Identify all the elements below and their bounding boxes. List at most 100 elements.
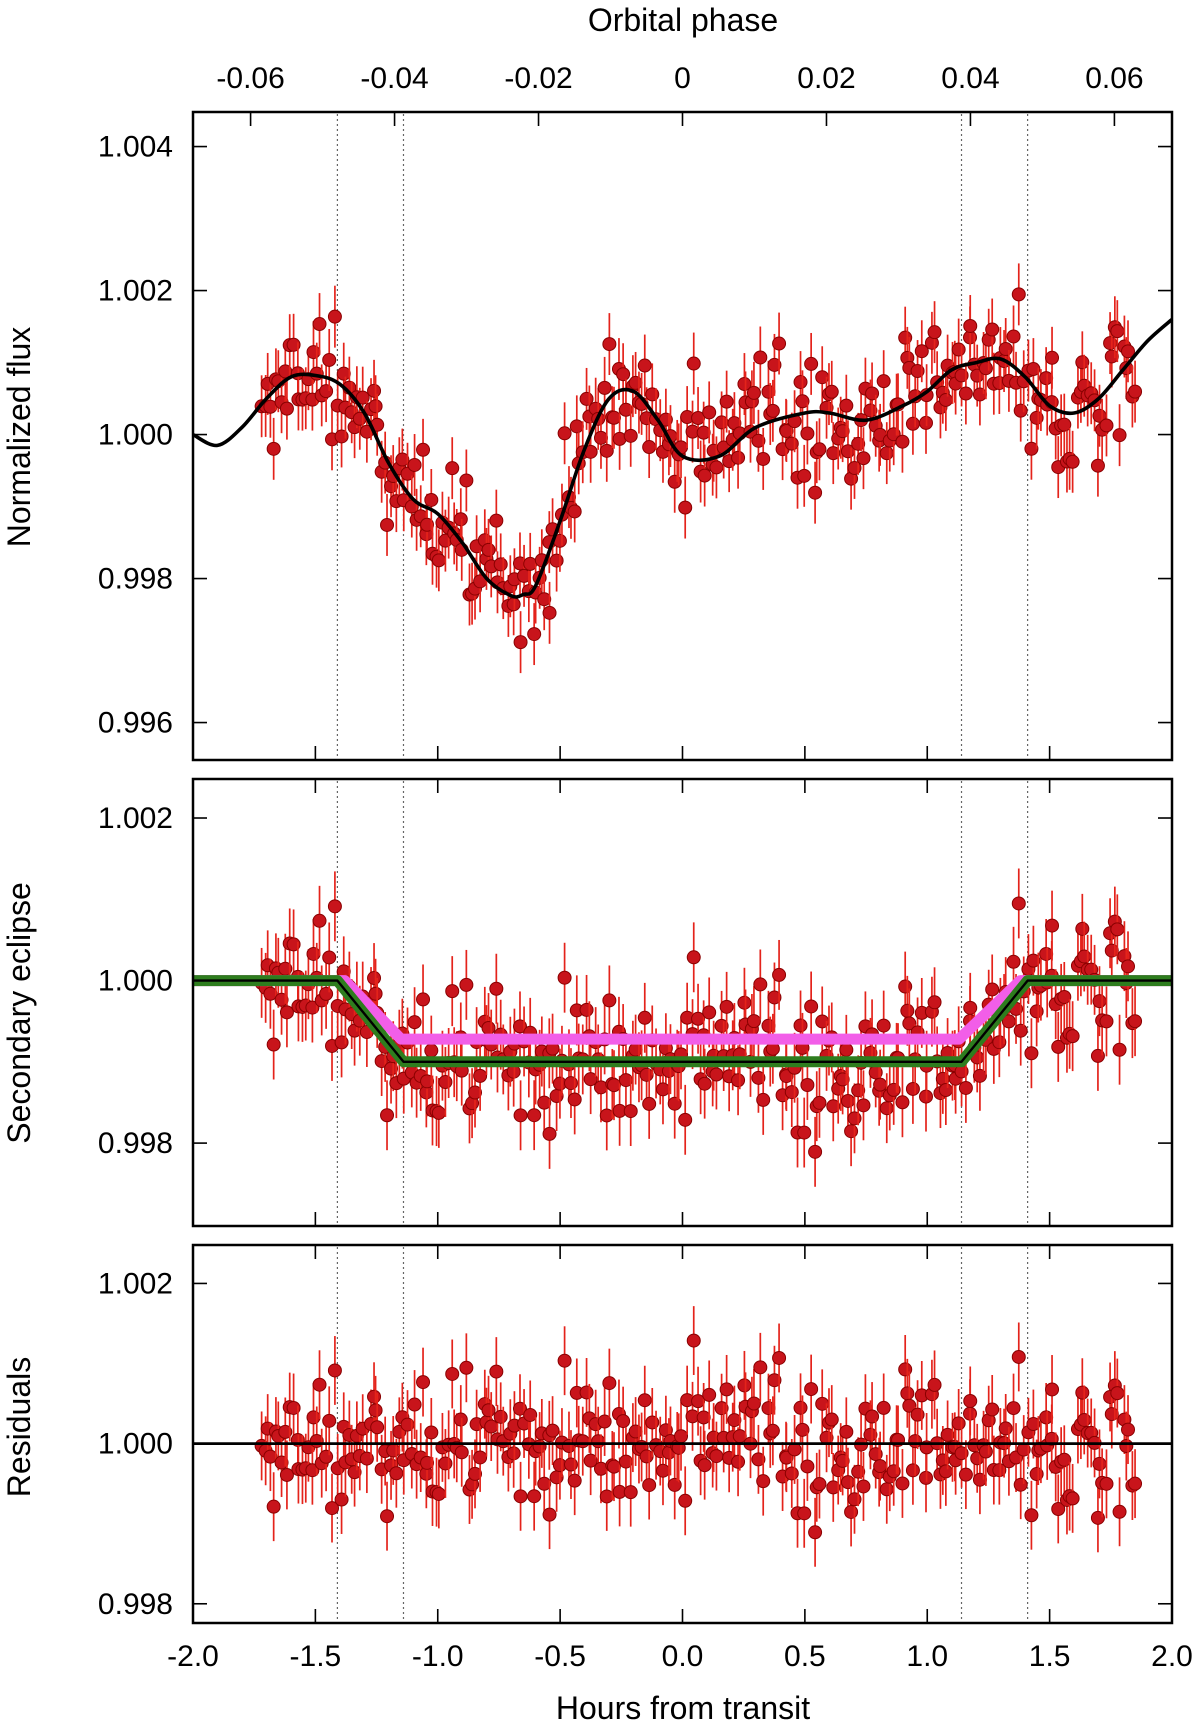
data-point-residuals (489, 1364, 504, 1379)
data-point-residuals (737, 1378, 752, 1393)
data-point-eclipse (407, 1015, 422, 1030)
data-point-eclipse (380, 1108, 395, 1123)
ytick-label-eclipse-0: 0.998 (98, 1127, 173, 1160)
data-point-residuals (407, 1397, 422, 1412)
data-point-residuals (839, 1424, 854, 1439)
data-point-residuals (992, 1463, 1007, 1478)
data-point-eclipse (902, 1016, 917, 1031)
data-point-residuals (1112, 1504, 1127, 1519)
data-point-eclipse (714, 1018, 729, 1033)
data-point-residuals (453, 1412, 468, 1427)
data-point-residuals (840, 1475, 855, 1490)
data-point-residuals (557, 1353, 572, 1368)
data-point-residuals (1119, 1439, 1134, 1454)
data-point-normalized (751, 433, 766, 448)
data-point-eclipse (537, 1095, 552, 1110)
data-point-normalized (839, 398, 854, 413)
data-point-eclipse (579, 1002, 594, 1017)
xtick-label-2: -1.0 (412, 1640, 464, 1673)
data-point-normalized (797, 468, 812, 483)
data-point-normalized (481, 542, 496, 557)
data-point-residuals (542, 1507, 557, 1522)
data-point-residuals (767, 1373, 782, 1388)
data-point-eclipse (1128, 1014, 1143, 1029)
data-point-residuals (263, 1449, 278, 1464)
data-point-residuals (784, 1466, 799, 1481)
data-point-normalized (489, 513, 504, 528)
ytick-label-normalized-2: 1.000 (98, 419, 173, 452)
xtick-label-0: -2.0 (167, 1640, 219, 1673)
data-point-residuals (808, 1525, 823, 1540)
data-point-residuals (368, 1403, 383, 1418)
data-point-residuals (286, 1400, 301, 1415)
data-point-normalized (863, 403, 878, 418)
data-point-residuals (1026, 1417, 1041, 1432)
phase-tick-label-5: 0.04 (941, 62, 999, 95)
data-point-eclipse (856, 1098, 871, 1113)
data-point-residuals (537, 1476, 552, 1491)
data-point-eclipse (1104, 943, 1119, 958)
data-point-residuals (876, 1400, 891, 1415)
data-point-normalized (602, 337, 617, 352)
data-point-residuals (824, 1412, 839, 1427)
data-point-residuals (389, 1466, 404, 1481)
phase-tick-label-0: -0.06 (216, 62, 284, 95)
data-point-normalized (812, 442, 827, 457)
data-point-eclipse (639, 1067, 654, 1082)
xtick-label-5: 0.5 (784, 1640, 826, 1673)
data-point-normalized (1075, 355, 1090, 370)
data-point-eclipse (642, 1096, 657, 1111)
top-axis-title: Orbital phase (588, 2, 778, 38)
data-point-residuals (844, 1504, 859, 1519)
data-point-eclipse (637, 1010, 652, 1025)
data-point-eclipse (424, 1043, 439, 1058)
data-point-normalized (793, 375, 808, 390)
data-point-eclipse (306, 946, 321, 961)
data-point-eclipse (797, 1125, 812, 1140)
data-point-eclipse (1024, 1046, 1039, 1061)
data-point-residuals (998, 1421, 1013, 1436)
data-layer (254, 263, 1143, 1567)
data-point-normalized (753, 350, 768, 365)
data-point-eclipse (319, 986, 334, 1001)
data-point-normalized (567, 504, 582, 519)
ytick-label-normalized-4: 1.004 (98, 131, 173, 164)
data-point-normalized (895, 434, 910, 449)
phase-tick-label-6: 0.06 (1085, 62, 1143, 95)
data-point-residuals (1024, 1508, 1039, 1523)
data-point-residuals (325, 1501, 340, 1516)
data-point-eclipse (557, 970, 572, 985)
data-point-normalized (642, 440, 657, 455)
data-point-normalized (784, 436, 799, 451)
data-point-residuals (1092, 1456, 1107, 1471)
data-point-eclipse (367, 971, 382, 986)
data-point-normalized (824, 384, 839, 399)
data-point-residuals (599, 1489, 614, 1504)
data-point-residuals (746, 1396, 761, 1411)
data-point-residuals (910, 1407, 925, 1422)
data-point-residuals (359, 1451, 374, 1466)
data-point-eclipse (793, 1018, 808, 1033)
data-point-eclipse (804, 999, 819, 1014)
data-point-eclipse (416, 992, 431, 1007)
data-point-residuals (327, 1363, 342, 1378)
data-point-normalized (826, 446, 841, 461)
data-point-normalized (445, 461, 460, 476)
data-point-eclipse (1045, 918, 1060, 933)
data-point-normalized (691, 410, 706, 425)
data-point-normalized (542, 605, 557, 620)
data-point-normalized (951, 342, 966, 357)
data-point-residuals (306, 1410, 321, 1425)
data-point-residuals (696, 1410, 711, 1425)
data-point-residuals (691, 1394, 706, 1409)
phase-tick-label-4: 0.02 (797, 62, 855, 95)
data-point-normalized (1099, 418, 1114, 433)
phase-tick-label-2: -0.02 (504, 62, 572, 95)
data-point-residuals (607, 1459, 622, 1474)
data-point-eclipse (445, 984, 460, 999)
data-point-residuals (963, 1393, 978, 1408)
data-point-residuals (322, 1413, 337, 1428)
data-point-residuals (697, 1458, 712, 1473)
data-point-normalized (985, 322, 1000, 337)
data-point-eclipse (731, 1073, 746, 1088)
